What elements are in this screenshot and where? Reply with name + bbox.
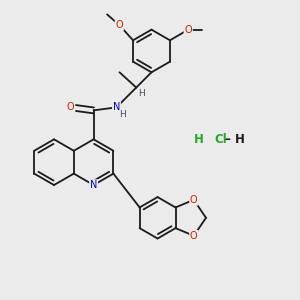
Text: O: O — [67, 102, 75, 112]
Text: O: O — [184, 25, 192, 34]
Text: N: N — [113, 102, 120, 112]
Text: O: O — [190, 195, 198, 205]
Text: H: H — [194, 133, 203, 146]
Text: – H: – H — [225, 133, 244, 146]
Text: Cl: Cl — [214, 133, 227, 146]
Text: H: H — [138, 89, 145, 98]
Text: N: N — [90, 180, 97, 190]
Text: O: O — [190, 231, 198, 241]
Text: H: H — [119, 110, 126, 119]
Text: O: O — [116, 20, 123, 30]
